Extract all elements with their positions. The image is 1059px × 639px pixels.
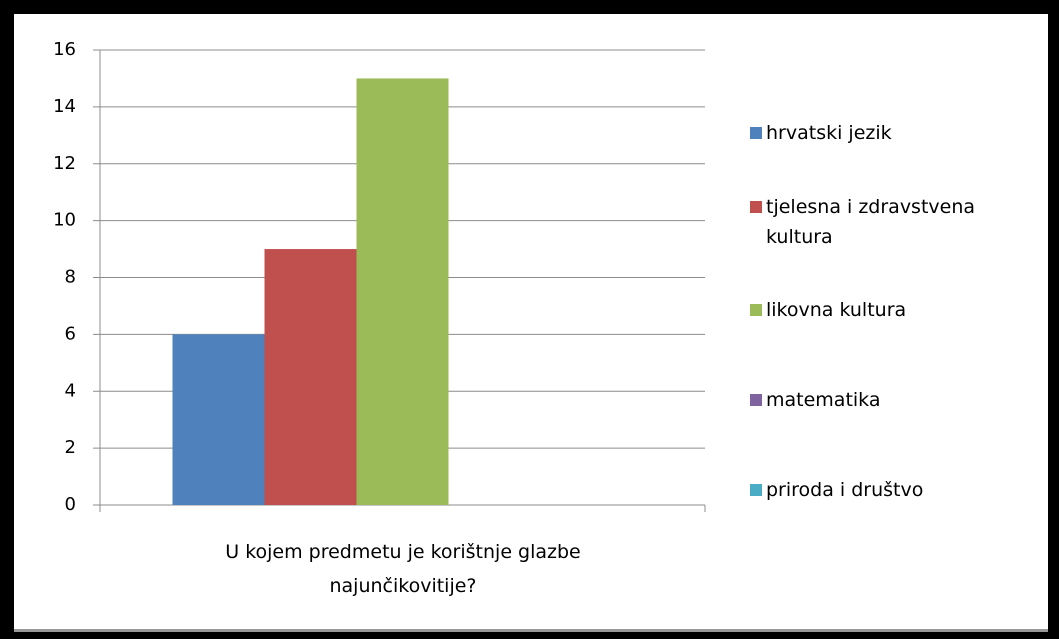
legend-label: likovna kultura [766,299,907,321]
y-tick-label: 6 [65,323,76,344]
y-tick-label: 12 [53,153,76,174]
legend-label: matematika [766,389,881,411]
legend-swatch [750,484,762,496]
legend-swatch [750,394,762,406]
chart-frame [14,14,1048,632]
y-tick-label: 0 [65,494,76,515]
y-tick-label: 4 [65,380,76,401]
y-tick-label: 8 [65,267,76,288]
legend-label: hrvatski jezik [766,122,892,144]
bar [172,334,265,505]
legend-label: priroda i društvo [766,479,924,501]
legend-item: tjelesna i zdravstvena kultura [750,192,1035,252]
category-label: U kojem predmetu je korištnje glazbe naj… [225,541,581,597]
legend-item: priroda i društvo [750,475,1035,505]
legend-swatch [750,201,762,213]
legend-item: matematika [750,385,1035,415]
y-tick-label: 10 [53,210,76,231]
y-tick-label: 14 [53,96,76,117]
legend-item: likovna kultura [750,295,1035,325]
bar [264,249,357,505]
bar [356,78,449,505]
y-tick-label: 16 [53,39,76,60]
y-tick-label: 2 [65,437,76,458]
legend-item: hrvatski jezik [750,118,1035,148]
legend-swatch [750,304,762,316]
legend-label: tjelesna i zdravstvena kultura [766,196,976,248]
legend-swatch [750,127,762,139]
